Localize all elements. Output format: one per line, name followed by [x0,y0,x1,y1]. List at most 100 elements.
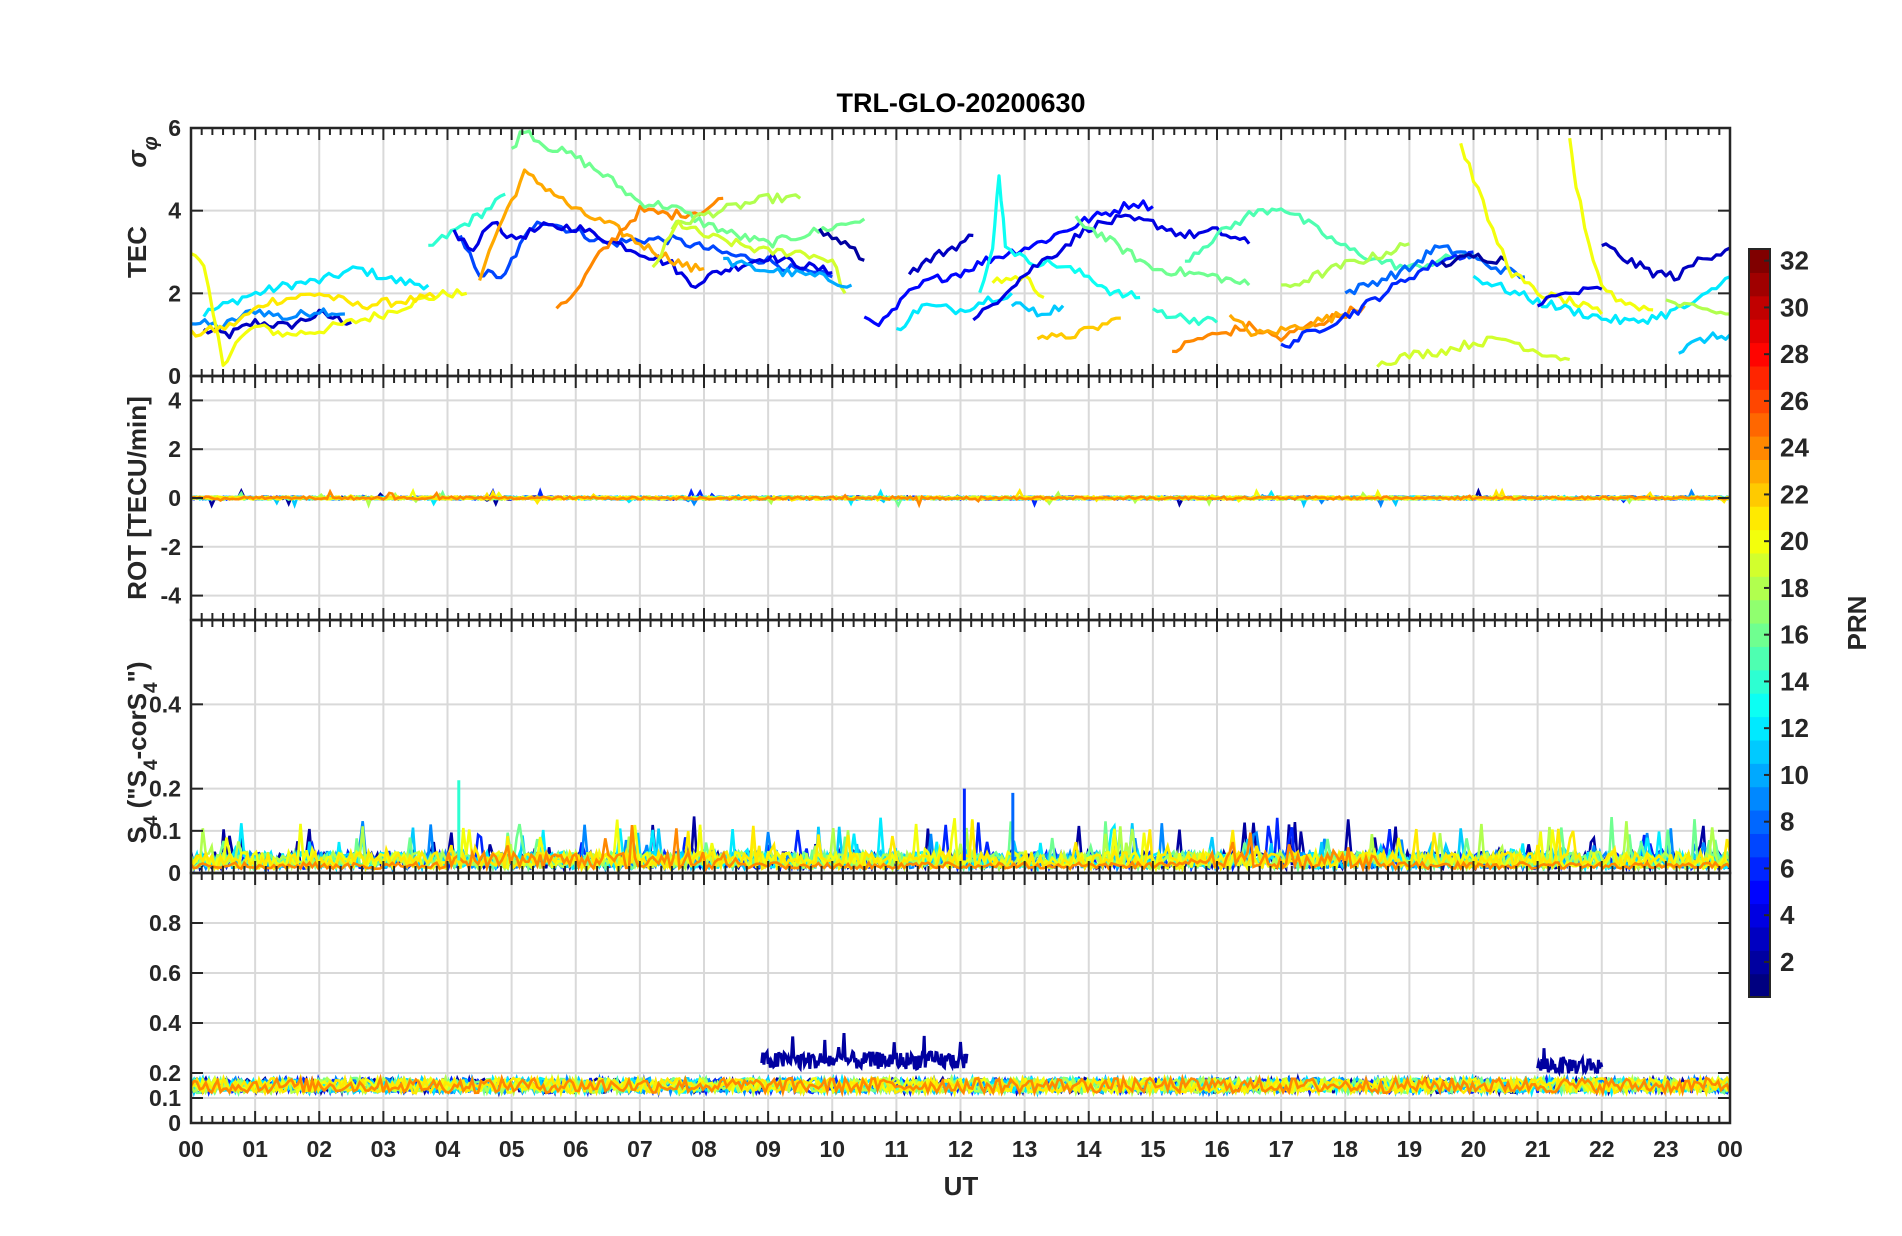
colorbar-swatch [1749,412,1770,437]
y-tick-label: -4 [161,583,182,609]
burst-prn-2 [760,1033,969,1073]
series-prn-3 [907,233,974,276]
colorbar-swatch [1749,739,1770,764]
series-prn-5 [863,199,1154,328]
series-prn-12 [1472,274,1730,326]
series-prn-15 [1184,207,1475,271]
colorbar-swatch [1749,856,1770,881]
x-tick-label: 15 [1140,1136,1166,1162]
colorbar-swatch [1749,880,1770,905]
x-tick-label: 23 [1653,1136,1679,1162]
series-prn-20 [191,252,468,367]
axes-frame: 0 2 4 6 [168,115,1732,389]
series-prn-12 [202,265,430,318]
y-tick-label: 0.1 [149,818,181,844]
x-tick-label: 11 [884,1136,909,1162]
x-tick-label: 19 [1397,1136,1423,1162]
colorbar-swatch [1749,436,1770,460]
x-tick-label: 03 [371,1136,397,1162]
colorbar-swatch [1749,810,1770,834]
colorbar-swatch [1749,950,1770,975]
series-prn-23 [1228,310,1346,337]
y-axis-label-s4: S4 ("S4-corS4") [122,661,162,843]
series-prn-20 [991,273,1045,299]
series-prn-16 [1074,215,1251,287]
y-tick-label: 0 [168,860,181,886]
x-tick-label: 20 [1461,1136,1487,1162]
colorbar-tick-label: 28 [1780,339,1809,369]
x-tick-label: 04 [435,1136,461,1162]
colorbar-swatch [1749,552,1770,577]
x-tick-label: 10 [819,1136,845,1162]
colorbar-label: PRN [1842,596,1872,651]
series-prn-24 [555,196,724,310]
y-axis-label-tec: TEC [122,226,152,278]
y-tick-label: 0 [168,363,181,389]
series-prn-22 [1036,316,1121,341]
series-prn-19 [1376,335,1571,368]
colorbar-tick-label: 12 [1780,713,1809,743]
colorbar-swatch [1749,576,1770,601]
trace-prn-24 [191,1073,1730,1098]
series-prn-20 [1459,142,1604,315]
series-prn-23 [478,168,705,281]
trace-prn-24 [191,488,1730,509]
y-tick-label: 2 [168,280,181,306]
series-prn-11 [1678,331,1730,355]
series-prn-11 [1010,301,1065,318]
colorbar-tick-label: 32 [1780,246,1809,276]
colorbar-tick-label: 22 [1780,479,1809,509]
colorbar-swatch [1749,973,1770,998]
series-group [191,1033,1730,1098]
colorbar-tick-label: 4 [1780,900,1795,930]
y-axis-label-rot: ROT [TECU/min] [122,396,152,600]
series-prn-8 [1344,244,1526,296]
colorbar-swatch [1749,903,1770,928]
x-tick-label: 05 [499,1136,525,1162]
series-prn-18 [1281,242,1410,289]
x-tick-label: 13 [1012,1136,1038,1162]
series-prn-2 [1440,252,1507,268]
colorbar-tick-label: 2 [1780,947,1794,977]
x-tick-label: 01 [242,1136,268,1162]
colorbar-swatch [1749,833,1770,858]
colorbar-tick-label: 10 [1780,760,1809,790]
x-tick-label: 18 [1332,1136,1358,1162]
x-tick-label: 09 [755,1136,781,1162]
x-tick-label: 00 [178,1136,204,1162]
series-prn-6 [1280,250,1474,349]
y-tick-label: 0.6 [149,960,181,986]
panel-tec: 0 2 4 6 TEC [122,115,1732,389]
series-prn-4 [452,220,833,289]
y-tick-label: 0 [168,1110,181,1136]
colorbar-tick-label: 20 [1780,526,1809,556]
y-tick-label: 0.4 [149,1010,181,1036]
colorbar-tick-label: 26 [1780,386,1809,416]
series-prn-13 [978,174,1141,300]
colorbar-tick-label: 8 [1780,807,1794,837]
series-prn-14 [428,192,506,247]
colorbar-swatch [1749,319,1770,344]
colorbar-swatch [1749,272,1770,297]
series-prn-3 [1601,242,1730,282]
series-prn-12 [895,292,1013,332]
x-tick-label: 14 [1076,1136,1102,1162]
colorbar-swatch [1749,295,1770,320]
colorbar-swatch [1749,529,1770,554]
x-tick-label: 22 [1589,1136,1615,1162]
series-prn-16 [510,129,866,249]
colorbar-swatch [1749,599,1770,624]
colorbar-swatch [1749,786,1770,811]
x-tick-label: 16 [1204,1136,1230,1162]
axes-frame: 0 0.1 0.2 0.4 [149,618,1732,886]
colorbar-frame [1748,248,1771,998]
y-tick-label: 4 [168,198,181,224]
colorbar-swatch [1749,693,1770,718]
colorbar-swatch [1749,669,1770,694]
colorbar-swatch [1749,365,1770,390]
series-prn-21 [191,291,436,338]
series-prn-4 [972,213,1251,322]
x-tick-label: 12 [948,1136,974,1162]
axes-frame: 00.10.2 0.4 0.6 0.8 [149,871,1732,1136]
